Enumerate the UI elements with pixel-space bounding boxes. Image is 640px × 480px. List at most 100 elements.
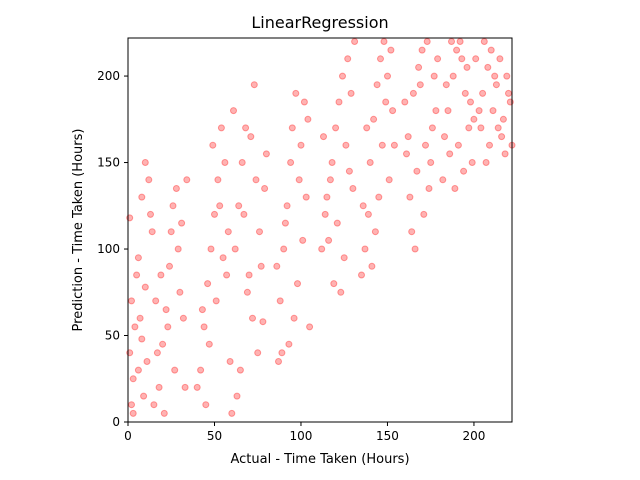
data-point [496, 55, 504, 63]
data-point [492, 81, 500, 89]
data-point [236, 366, 244, 374]
data-point [370, 115, 378, 123]
data-point [479, 89, 487, 97]
data-point [335, 98, 343, 106]
data-point [358, 271, 365, 279]
data-point [297, 141, 305, 149]
data-point [415, 63, 423, 71]
data-point [339, 72, 346, 80]
data-point [418, 46, 426, 54]
data-point [202, 401, 210, 409]
data-point [247, 133, 255, 141]
data-point [134, 254, 142, 262]
data-point [425, 185, 433, 192]
data-point [448, 38, 455, 45]
data-point [159, 340, 167, 348]
data-point [413, 167, 421, 175]
data-point [164, 323, 172, 331]
data-point [345, 167, 353, 175]
data-point [453, 46, 461, 54]
data-point [465, 124, 473, 132]
data-point [373, 81, 381, 89]
data-point [141, 283, 149, 291]
data-point [337, 288, 345, 296]
data-point [178, 219, 186, 227]
data-point [134, 366, 142, 374]
data-point [375, 193, 383, 201]
data-point [198, 306, 206, 314]
data-point [484, 63, 492, 71]
x-tick-label: 0 [124, 429, 132, 443]
data-point [223, 271, 231, 279]
data-point [491, 72, 499, 80]
data-point [475, 107, 483, 115]
data-point [486, 141, 493, 149]
data-point [498, 133, 506, 141]
data-point [482, 159, 490, 166]
data-point [261, 185, 269, 192]
data-point [193, 383, 201, 391]
data-point [458, 55, 466, 63]
data-point [432, 107, 440, 115]
data-point [467, 98, 474, 106]
data-point [382, 98, 390, 106]
data-point [207, 245, 215, 253]
data-point [451, 185, 459, 192]
data-point [499, 115, 507, 123]
points-layer [126, 38, 516, 417]
x-ticks: 0 50 100 150 200 [124, 422, 485, 443]
data-point [174, 245, 182, 253]
y-tick-label: 100 [97, 242, 120, 256]
data-point [342, 141, 350, 149]
data-point [332, 124, 340, 132]
data-point [401, 98, 409, 106]
data-point [422, 141, 429, 149]
data-point [148, 228, 156, 236]
data-point [434, 55, 442, 63]
data-point [231, 245, 239, 253]
data-point [294, 280, 301, 288]
data-point [368, 262, 376, 270]
plot-frame [127, 37, 513, 423]
data-point [306, 323, 314, 331]
data-point [411, 245, 419, 253]
data-point [494, 124, 502, 132]
data-point [245, 271, 253, 279]
x-tick-label: 50 [207, 429, 222, 443]
data-point [224, 228, 232, 236]
data-point [197, 366, 205, 374]
data-point [299, 236, 307, 244]
data-point [280, 245, 288, 253]
data-point [463, 63, 471, 71]
data-point [380, 38, 388, 45]
data-point [283, 202, 291, 210]
data-point [363, 124, 371, 132]
data-point [461, 89, 469, 97]
y-tick-label: 200 [97, 69, 120, 83]
data-point [330, 280, 338, 288]
x-axis-label: Actual - Time Taken (Hours) [230, 452, 409, 467]
data-point [155, 383, 163, 391]
data-point [212, 297, 220, 305]
data-point [216, 202, 224, 210]
data-point [326, 176, 334, 184]
data-point [238, 159, 246, 166]
y-tick-label: 150 [97, 156, 120, 170]
data-point [446, 150, 454, 158]
data-point [454, 141, 462, 149]
data-point [285, 340, 293, 348]
data-point [295, 176, 303, 184]
data-point [503, 72, 511, 80]
data-point [428, 124, 436, 132]
data-point [249, 314, 256, 322]
data-point [167, 228, 175, 236]
data-point [200, 323, 208, 331]
data-point [228, 409, 236, 417]
data-point [276, 297, 284, 305]
data-point [390, 141, 398, 149]
data-point [138, 335, 146, 343]
data-point [442, 81, 450, 89]
data-point [477, 124, 485, 132]
